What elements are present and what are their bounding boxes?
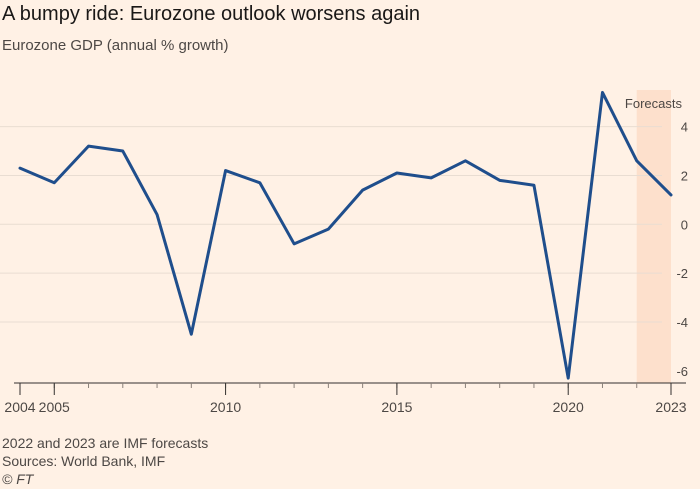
chart-title: A bumpy ride: Eurozone outlook worsens a… xyxy=(2,3,421,25)
x-tick-label: 2005 xyxy=(39,399,70,415)
forecast-note: 2022 and 2023 are IMF forecasts xyxy=(2,435,209,451)
copyright-note: © FT xyxy=(2,471,34,487)
chart-footer: 2022 and 2023 are IMF forecasts Sources:… xyxy=(2,434,208,488)
y-tick-label: 2 xyxy=(681,168,688,183)
x-tick-label: 2015 xyxy=(381,399,412,415)
gdp-series-line xyxy=(18,90,673,380)
sources-note: Sources: World Bank, IMF xyxy=(2,453,166,469)
x-tick-label: 2020 xyxy=(553,399,584,415)
x-tick-label: 2004 xyxy=(4,399,35,415)
forecast-label: Forecasts xyxy=(625,96,683,111)
chart-subtitle: Eurozone GDP (annual % growth) xyxy=(2,37,229,54)
forecast-band xyxy=(636,90,671,383)
x-tick-label: 2010 xyxy=(210,399,241,415)
y-tick-label: -4 xyxy=(676,315,688,330)
y-tick-label: 4 xyxy=(681,120,688,135)
y-tick-label: -2 xyxy=(676,266,688,281)
x-tick-label: 2023 xyxy=(655,399,686,415)
y-tick-label: -6 xyxy=(676,364,688,379)
y-tick-label: 0 xyxy=(681,217,688,232)
